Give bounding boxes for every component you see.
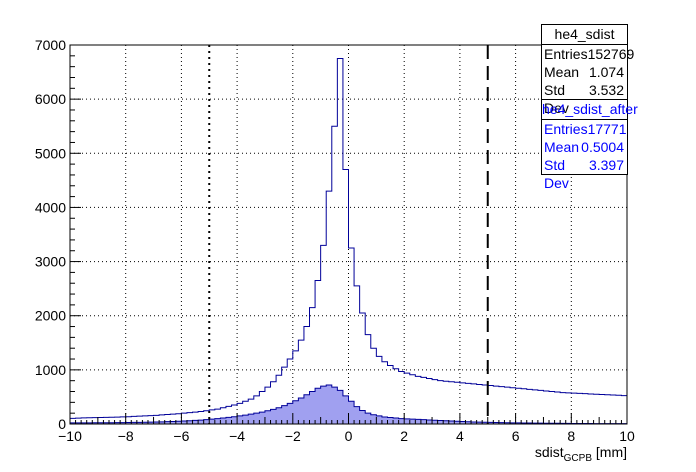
axis-ticks (69, 44, 628, 425)
x-axis-title-subscript: GCPB (564, 453, 593, 464)
stats-row-label: Std Dev (544, 82, 569, 116)
stats-after-title: he4_sdist_after (542, 99, 638, 120)
stats-main-title: he4_sdist (542, 25, 627, 45)
stats-row-label: Entries (544, 121, 588, 137)
x-tick-label: 4 (456, 428, 464, 444)
stats-main-rows: Entries 152769 Mean 1.074 Std Dev 3.532 (542, 45, 634, 116)
y-tick-label: 0 (58, 416, 66, 432)
y-tick-label: 1000 (35, 362, 66, 378)
stats-row: Mean 0.5004 (542, 138, 627, 156)
y-tick-label: 3000 (35, 254, 66, 270)
y-tick-labels: 0 1000 2000 3000 4000 5000 6000 7000 (35, 37, 66, 432)
stats-row-label: Entries (544, 46, 588, 62)
x-axis-title-main: sdist (535, 444, 564, 460)
x-tick-label: −8 (118, 428, 134, 444)
y-tick-label: 6000 (35, 91, 66, 107)
stats-row: Std Dev 3.397 (542, 156, 627, 191)
stats-row-label: Mean (544, 64, 580, 80)
stats-row-value: 3.397 (588, 157, 624, 173)
x-tick-label: −2 (285, 428, 301, 444)
reference-lines (208, 45, 489, 424)
y-tick-label: 2000 (35, 308, 66, 324)
histogram-line-he4_sdist (69, 58, 627, 424)
y-tick-label: 7000 (35, 37, 66, 53)
histogram-fill-he4_sdist_after (70, 385, 627, 424)
stats-row: Std Dev 3.532 (542, 81, 627, 116)
x-tick-label: −10 (58, 428, 82, 444)
x-tick-label: 2 (400, 428, 408, 444)
x-tick-label: −4 (229, 428, 245, 444)
x-tick-label: 0 (345, 428, 353, 444)
stats-row-value: 1.074 (588, 64, 624, 80)
grid-lines (70, 45, 627, 424)
x-tick-label: 8 (567, 428, 575, 444)
x-tick-label: −6 (173, 428, 189, 444)
x-axis-title: sdistGCPB [mm] (535, 444, 627, 464)
stats-row-label: Mean (544, 139, 580, 155)
y-tick-label: 5000 (35, 145, 66, 161)
x-tick-labels: −10 −8 −6 −4 −2 0 2 4 6 8 10 (58, 428, 635, 444)
y-tick-label: 4000 (35, 199, 66, 215)
stats-row-label: Std Dev (544, 157, 569, 191)
stats-row-value: 17771 (587, 121, 627, 137)
stats-row-value: 0.5004 (581, 139, 624, 155)
stats-row: Mean 1.074 (542, 63, 627, 81)
x-tick-label: 6 (512, 428, 520, 444)
x-axis-title-unit: [mm] (592, 444, 627, 460)
stats-row-value: 152769 (587, 46, 635, 62)
stats-row: Entries 17771 (542, 120, 627, 138)
stats-row-value: 3.532 (588, 82, 624, 98)
x-tick-label: 10 (619, 428, 635, 444)
stats-row: Entries 152769 (542, 45, 634, 63)
stats-box: he4_sdist Entries 152769 Mean 1.074 Std Dev 3… (541, 24, 638, 191)
stats-after-rows: Entries 17771 Mean 0.5004 Std Dev 3.397 (542, 120, 627, 191)
